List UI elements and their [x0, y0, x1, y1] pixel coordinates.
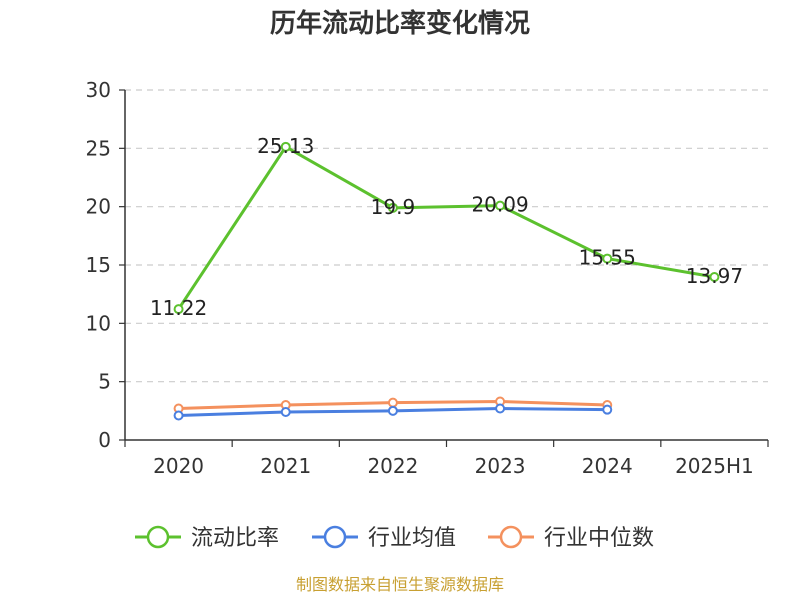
- series-line: [177, 145, 715, 310]
- y-tick-label: 25: [86, 136, 111, 160]
- x-tick-label: 2024: [582, 454, 633, 478]
- data-label: 15.55: [579, 246, 636, 270]
- series-point: [280, 407, 291, 417]
- data-label: 20.09: [471, 193, 528, 217]
- data-label: 19.9: [371, 195, 416, 219]
- series-point: [495, 200, 506, 211]
- legend-marker-icon: [499, 525, 523, 549]
- x-tick-label: 2022: [367, 454, 418, 478]
- legend-label: 流动比率: [191, 526, 279, 551]
- grid-lines: [125, 89, 768, 383]
- y-tick-label: 5: [98, 370, 111, 394]
- legend-item[interactable]: 流动比率: [135, 525, 279, 551]
- y-tick-label: 20: [86, 195, 111, 219]
- y-tick-label: 10: [86, 311, 111, 335]
- series-point: [387, 405, 398, 416]
- series-point: [602, 404, 613, 415]
- series-point: [495, 403, 506, 414]
- chart-title: 历年流动比率变化情况: [270, 8, 530, 39]
- series-point: [387, 397, 398, 408]
- data-label: 13.97: [686, 264, 743, 288]
- y-tick-label: 0: [98, 428, 111, 452]
- series-point: [280, 141, 291, 152]
- source-note: 制图数据来自恒生聚源数据库: [296, 575, 504, 594]
- data-label: 11.22: [150, 296, 207, 320]
- data-labels: 11.22 25.13 19.9 20.09 15.55 13.97: [150, 134, 743, 320]
- legend-label: 行业均值: [368, 526, 456, 551]
- y-tick-label: 15: [86, 253, 111, 277]
- x-tick-label: 2021: [260, 454, 311, 478]
- x-tick-label: 2025H1: [675, 454, 754, 478]
- legend-marker-icon: [323, 525, 347, 549]
- legend-item[interactable]: 行业中位数: [488, 525, 654, 551]
- legend-marker-icon: [146, 525, 170, 549]
- y-tick-label: 30: [86, 78, 111, 102]
- x-tick-label: 2023: [475, 454, 526, 478]
- series-point: [602, 253, 613, 264]
- series-layer: [173, 141, 720, 421]
- legend-label: 行业中位数: [544, 526, 654, 551]
- data-label: 25.13: [257, 134, 314, 158]
- legend-item[interactable]: 行业均值: [312, 525, 456, 551]
- series-point: [173, 410, 184, 421]
- series-point: [173, 304, 184, 315]
- legend: 流动比率 行业均值 行业中位数: [135, 525, 654, 551]
- x-tick-label: 2020: [153, 454, 204, 478]
- series-point: [387, 202, 398, 213]
- axes: 0 5 10 15 20 25 30 2020 2021 2022 2023 2024 2025H1: [86, 78, 769, 478]
- series-point: [709, 272, 720, 283]
